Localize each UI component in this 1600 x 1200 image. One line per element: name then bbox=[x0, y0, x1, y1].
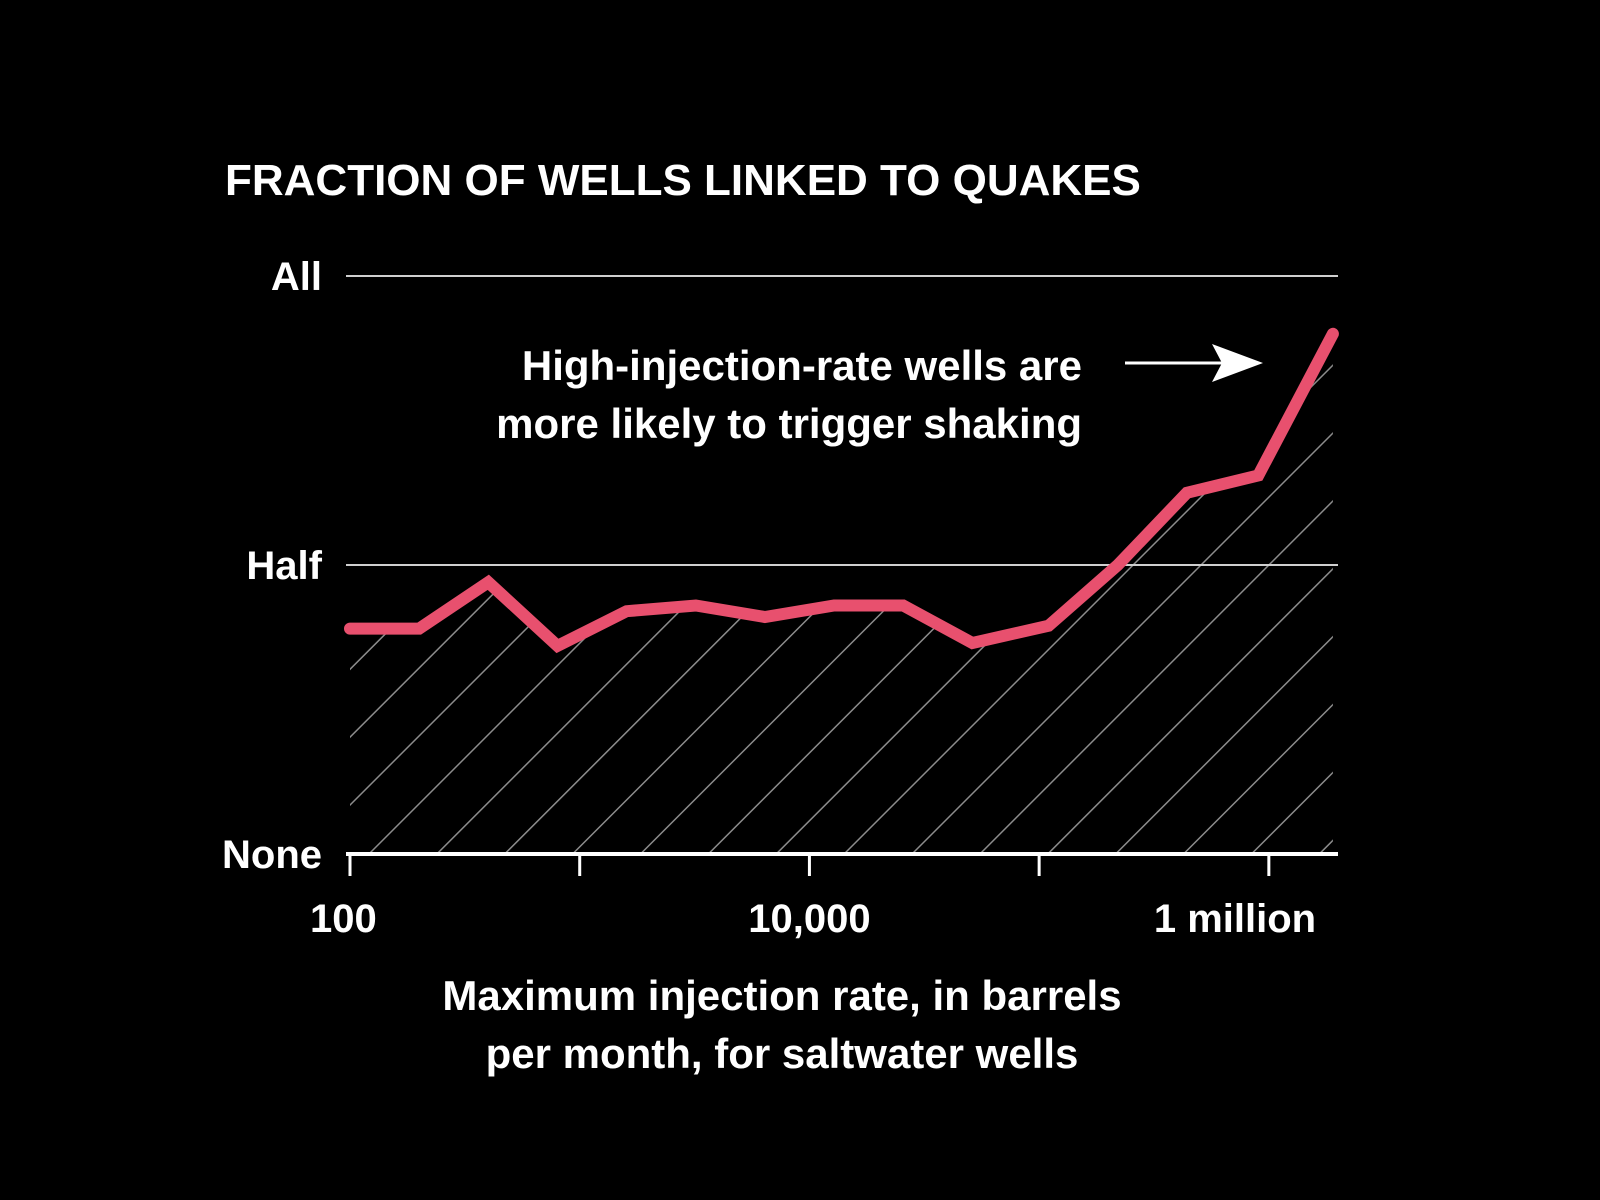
data-point-3 bbox=[557, 645, 558, 647]
y-tick-label-1: Half bbox=[246, 544, 322, 588]
x-axis bbox=[346, 852, 1338, 876]
annotation-line-1: High-injection-rate wells are bbox=[522, 342, 1082, 389]
annotation: High-injection-rate wells are more likel… bbox=[496, 342, 1263, 447]
x-tick-label-2: 10,000 bbox=[748, 897, 870, 941]
area-hatch bbox=[350, 333, 1333, 854]
gridlines bbox=[346, 275, 1338, 566]
annotation-arrow-head bbox=[1212, 344, 1263, 382]
data-point-6 bbox=[764, 616, 766, 618]
y-tick-label-2: All bbox=[271, 255, 322, 299]
series-layer bbox=[344, 327, 1339, 654]
annotation-line-2: more likely to trigger shaking bbox=[496, 400, 1082, 447]
x-tick-label-4: 1 million bbox=[1154, 897, 1316, 941]
data-point-4 bbox=[626, 610, 628, 612]
x-axis-label-line-2: per month, for saltwater wells bbox=[486, 1030, 1079, 1077]
x-axis-label-line-1: Maximum injection rate, in barrels bbox=[442, 972, 1121, 1019]
data-point-1 bbox=[418, 628, 420, 630]
data-point-2 bbox=[487, 581, 489, 583]
data-point-5 bbox=[695, 605, 697, 606]
data-point-9 bbox=[971, 642, 973, 644]
data-point-12 bbox=[1186, 492, 1188, 494]
y-tick-labels: None Half All bbox=[222, 255, 323, 877]
data-point-8 bbox=[902, 605, 904, 606]
data-point-13 bbox=[1257, 474, 1259, 476]
data-point-10 bbox=[1048, 625, 1050, 627]
y-tick-label-0: None bbox=[222, 833, 322, 877]
data-point-14 bbox=[1332, 333, 1334, 335]
x-tick-labels: 100 10,000 1 million bbox=[310, 897, 1316, 941]
data-point-11 bbox=[1117, 564, 1119, 566]
chart-title: FRACTION OF WELLS LINKED TO QUAKES bbox=[225, 156, 1141, 205]
x-tick-label-0: 100 bbox=[310, 897, 377, 941]
data-point-0 bbox=[349, 628, 351, 630]
data-point-7 bbox=[833, 605, 835, 606]
hatch-fill-layer bbox=[350, 333, 1333, 854]
